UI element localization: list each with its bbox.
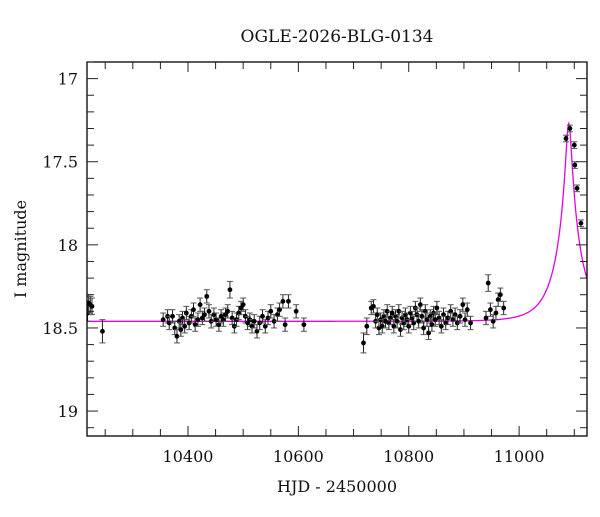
x-tick-labels: 10400 10600 10800 11000 bbox=[163, 447, 545, 466]
y-tick-label: 18.5 bbox=[42, 319, 78, 338]
x-tick-label: 10800 bbox=[383, 447, 434, 466]
y-tick-label: 17.5 bbox=[42, 153, 78, 172]
x-axis-label: HJD - 2450000 bbox=[277, 477, 397, 496]
chart-title: OGLE-2026-BLG-0134 bbox=[241, 27, 434, 47]
x-tick-label: 10400 bbox=[163, 447, 214, 466]
y-tick-label: 17 bbox=[58, 70, 78, 89]
y-axis-label: I magnitude bbox=[11, 200, 30, 298]
y-tick-labels: 17 17.5 18 18.5 19 bbox=[42, 70, 78, 421]
plot-frame bbox=[86, 61, 588, 437]
x-tick-label: 10600 bbox=[273, 447, 324, 466]
model-curve bbox=[87, 121, 587, 322]
y-tick-label: 19 bbox=[58, 402, 78, 421]
x-tick-label: 11000 bbox=[494, 447, 545, 466]
axis-ticks bbox=[87, 61, 587, 436]
y-tick-label: 18 bbox=[58, 236, 78, 255]
data-points bbox=[87, 124, 584, 354]
